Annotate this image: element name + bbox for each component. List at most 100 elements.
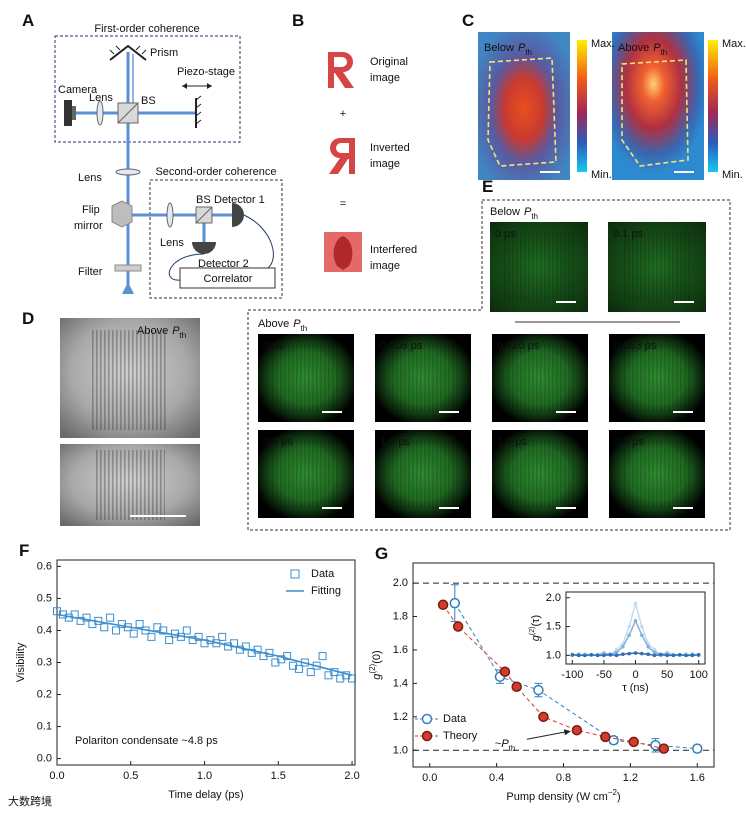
label: image bbox=[370, 158, 400, 170]
label: Piezo-stage bbox=[177, 66, 235, 78]
data-point bbox=[159, 626, 168, 635]
threshold-label-part: th bbox=[180, 331, 187, 340]
panel-label: B bbox=[292, 11, 304, 30]
y-tick-label-part: 2.0 bbox=[393, 577, 408, 589]
label-part: Prism bbox=[150, 47, 178, 59]
label-part: Correlator bbox=[204, 273, 253, 285]
y-tick-label: 1.0 bbox=[546, 649, 561, 661]
label-part: Lens bbox=[160, 237, 184, 249]
label: First-order coherence bbox=[94, 23, 199, 35]
data-point bbox=[633, 619, 638, 623]
threshold-label-part: th bbox=[525, 48, 532, 57]
label-part: Filter bbox=[78, 266, 103, 278]
label-part: Flip bbox=[82, 204, 100, 216]
label-part: Min. bbox=[591, 169, 612, 181]
data-point bbox=[82, 613, 91, 622]
y-tick-label: 2.0 bbox=[393, 577, 408, 589]
y-axis-title-part: (τ) bbox=[530, 615, 542, 627]
panel-label-part: B bbox=[292, 11, 304, 30]
threshold-label-part: Above bbox=[258, 318, 289, 330]
data-point bbox=[112, 626, 121, 635]
x-axis-title-part: τ (ns) bbox=[622, 682, 648, 694]
annotation-part: th bbox=[509, 744, 516, 753]
panel-e-outline bbox=[247, 199, 731, 531]
frame-label-part: 0 ps bbox=[263, 340, 284, 352]
x-tick-label: 0.0 bbox=[49, 770, 64, 782]
y-tick-label: 0.4 bbox=[37, 624, 52, 636]
x-tick-label-part: 0.0 bbox=[422, 772, 437, 784]
frame-label-part: 0.006 ps bbox=[380, 340, 423, 352]
y-tick-label-part: 2.0 bbox=[546, 592, 561, 604]
y-tick-label-part: 0.6 bbox=[37, 560, 52, 572]
y-tick-label: 1.0 bbox=[393, 744, 408, 756]
threshold-label-part: P bbox=[293, 318, 301, 330]
label: + bbox=[340, 108, 346, 120]
data-point bbox=[640, 633, 644, 637]
panel-label-part: D bbox=[22, 309, 34, 328]
label-part: mirror bbox=[74, 220, 103, 232]
x-tick-label-part: 0.4 bbox=[489, 772, 504, 784]
data-point bbox=[437, 599, 449, 611]
label: Camera bbox=[58, 84, 98, 96]
data-point bbox=[640, 624, 644, 629]
watermark-part: 大数跨境 bbox=[8, 794, 52, 808]
data-point bbox=[614, 647, 619, 652]
threshold-label: Above Pth bbox=[137, 325, 186, 340]
x-tick-label-part: -100 bbox=[561, 669, 583, 681]
y-tick-label: 1.6 bbox=[393, 644, 408, 656]
label: Min. bbox=[591, 169, 612, 181]
y-tick-label-part: 0.5 bbox=[37, 592, 52, 604]
panel-label: F bbox=[19, 541, 29, 560]
y-tick-label-part: 0.2 bbox=[37, 688, 52, 700]
y-tick-label-part: 0.4 bbox=[37, 624, 52, 636]
data-point bbox=[595, 653, 600, 658]
threshold-label-part: P bbox=[524, 206, 532, 218]
label-part: Second-order coherence bbox=[155, 166, 276, 178]
frame-label: 1.5 ps bbox=[497, 436, 527, 448]
x-tick-label-part: 1.0 bbox=[197, 770, 212, 782]
frame-label-part: 0.033 ps bbox=[614, 340, 657, 352]
label-part: Detector 1 bbox=[214, 194, 265, 206]
panel-label: A bbox=[22, 11, 34, 30]
threshold-label-part: Above bbox=[618, 42, 649, 54]
annotation: Polariton condensate ~4.8 ps bbox=[75, 735, 218, 747]
emission-maps bbox=[478, 32, 718, 180]
data-point bbox=[614, 653, 619, 658]
label-part: + bbox=[340, 108, 346, 120]
x-tick-label-part: -50 bbox=[596, 669, 612, 681]
x-tick-label: 0 bbox=[632, 669, 638, 681]
threshold-label-part: Above bbox=[137, 325, 168, 337]
label: Original bbox=[370, 56, 408, 68]
x-tick-label: 50 bbox=[661, 669, 673, 681]
label: Detector 1 bbox=[214, 194, 265, 206]
data-point bbox=[627, 633, 631, 637]
legend-label: Fitting bbox=[311, 585, 341, 597]
label: Lens bbox=[160, 237, 184, 249]
frame-label: 0.5 ps bbox=[263, 436, 293, 448]
annotation: ~Pth bbox=[495, 738, 515, 753]
y-axis-title: g(2)(τ) bbox=[529, 615, 542, 641]
label: Interfered bbox=[370, 244, 417, 256]
frame-label: 0 ps bbox=[263, 340, 284, 352]
data-point bbox=[511, 681, 522, 692]
data-point bbox=[499, 666, 511, 677]
legend-label-part: Fitting bbox=[311, 585, 341, 597]
data-point bbox=[589, 652, 594, 657]
x-tick-label-part: 0.5 bbox=[123, 770, 138, 782]
label: Correlator bbox=[204, 273, 253, 285]
data-point bbox=[602, 653, 606, 658]
x-tick-label-part: 1.6 bbox=[690, 772, 705, 784]
frame-label: 0.1 ps bbox=[613, 228, 643, 240]
x-tick-label-part: 50 bbox=[661, 669, 673, 681]
data-point bbox=[283, 652, 292, 661]
x-tick-label: -50 bbox=[596, 669, 612, 681]
label: Lens bbox=[78, 172, 102, 184]
frame-texture bbox=[622, 232, 692, 302]
x-tick-label: 1.0 bbox=[197, 770, 212, 782]
y-tick-label-part: 1.6 bbox=[393, 644, 408, 656]
threshold-label-part: th bbox=[301, 324, 308, 333]
threshold-label: Below Pth bbox=[490, 206, 538, 221]
y-tick-label-part: 0.3 bbox=[37, 656, 52, 668]
data-point bbox=[129, 629, 138, 638]
